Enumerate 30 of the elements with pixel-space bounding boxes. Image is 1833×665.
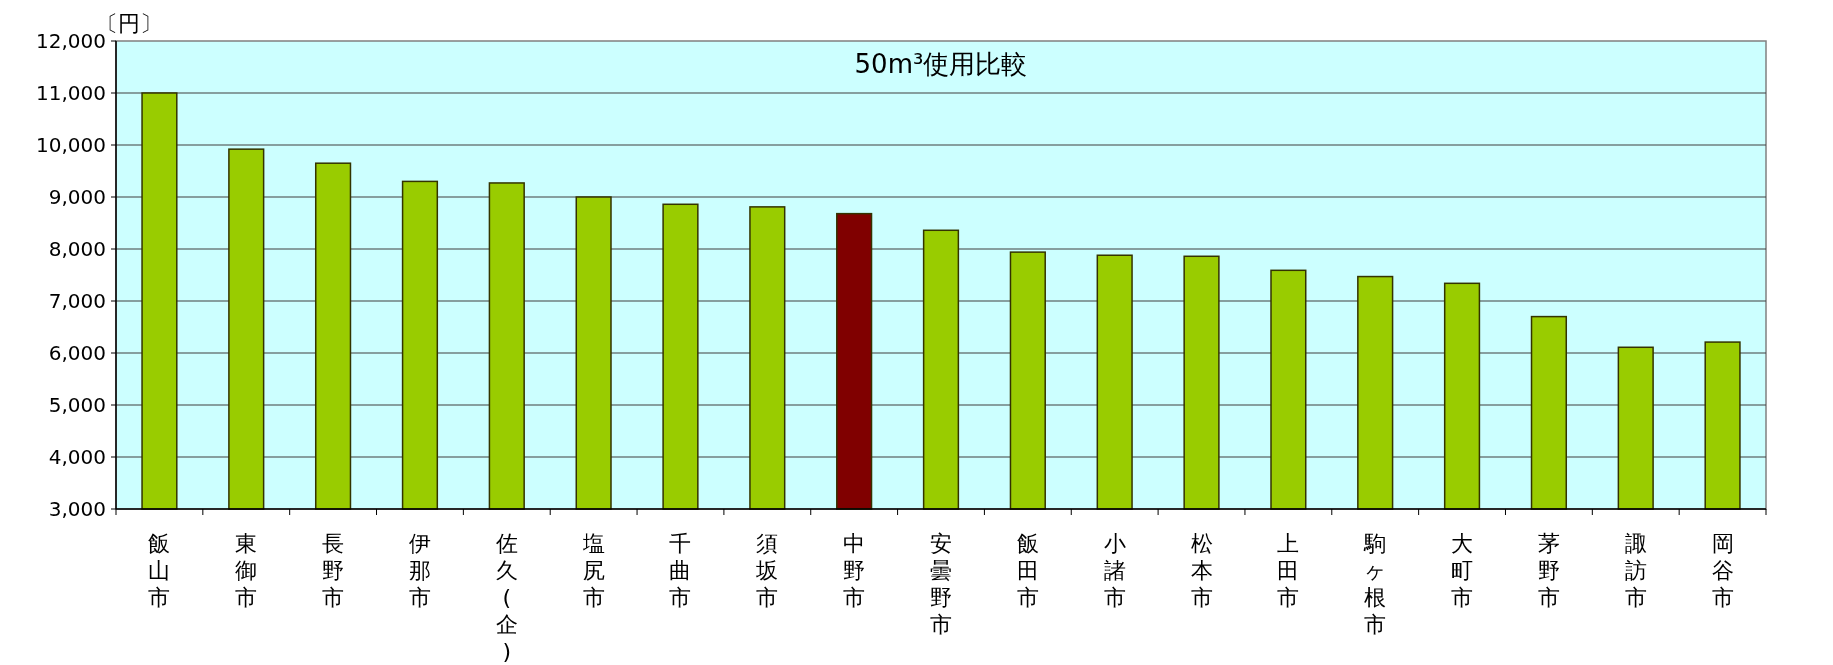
x-tick-label: 長野市 [322, 531, 345, 610]
y-tick-label: 5,000 [48, 393, 106, 417]
y-tick-label: 10,000 [36, 133, 106, 157]
x-tick-label: 飯山市 [148, 531, 171, 610]
x-tick-label: 茅野市 [1537, 531, 1560, 610]
y-tick-label: 3,000 [48, 497, 106, 521]
x-tick-label: 岡谷市 [1711, 531, 1734, 610]
x-tick-label: 松本市 [1190, 531, 1213, 610]
y-tick-label: 7,000 [48, 289, 106, 313]
y-tick-label: 6,000 [48, 341, 106, 365]
x-tick-label: 東御市 [235, 531, 258, 610]
x-tick-label: 駒ヶ根市 [1363, 531, 1387, 637]
x-tick-label: 須坂市 [755, 531, 779, 610]
x-tick-label: 塩尻市 [581, 531, 605, 610]
x-tick-label: 伊那市 [408, 531, 431, 610]
y-tick-label: 9,000 [48, 185, 106, 209]
x-tick-label: 佐久(企) [495, 531, 518, 664]
x-tick-label: 千曲市 [669, 531, 692, 610]
y-tick-label: 11,000 [36, 81, 106, 105]
x-tick-label: 中野市 [843, 531, 866, 610]
chart-title: 50m³使用比較 [854, 49, 1028, 79]
y-tick-label: 8,000 [48, 237, 106, 261]
x-tick-label: 上田市 [1277, 531, 1300, 610]
y-tick-label: 12,000 [36, 29, 106, 53]
y-tick-label: 4,000 [48, 445, 106, 469]
x-tick-label: 諏訪市 [1624, 531, 1647, 610]
x-tick-label: 大町市 [1451, 531, 1474, 610]
x-tick-label: 安曇野市 [930, 531, 952, 637]
x-tick-label: 小諸市 [1103, 531, 1126, 610]
x-tick-label: 飯田市 [1016, 531, 1039, 610]
